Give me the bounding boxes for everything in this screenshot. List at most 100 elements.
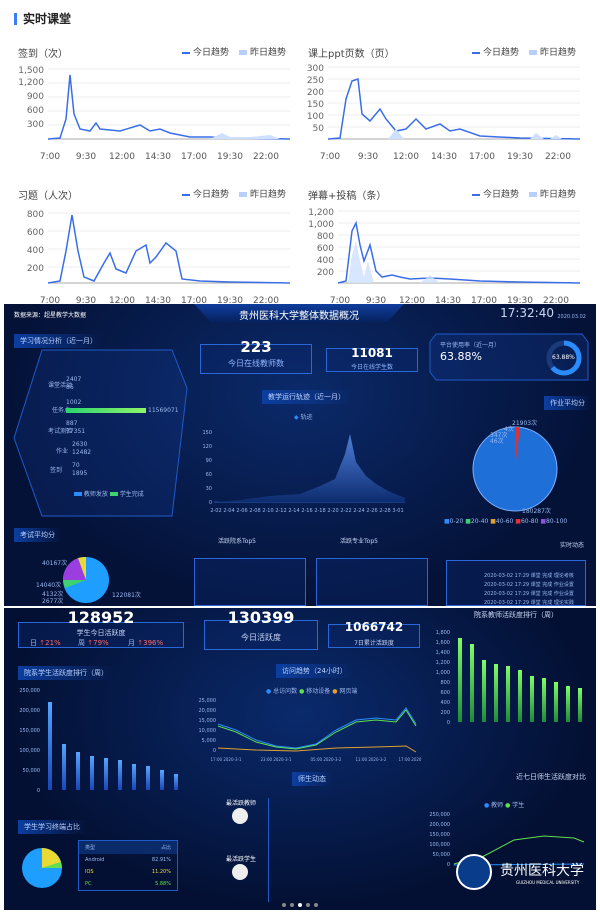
legend-today[interactable]: 今日趋势 — [471, 187, 519, 200]
teacher-rank-chart: 1,800 1,600 1,400 1,200 1,000 800 600 400 200 0 — [436, 630, 582, 726]
student-active-label: 学生今日活跃度 — [76, 629, 126, 637]
seven-day-card — [328, 624, 420, 648]
homework-legend: ■0-20 ■20-40 ■40-60 ■60-80 ■80-100 — [444, 518, 568, 525]
xtick: 19:30 — [217, 296, 243, 306]
xtick: 14:30 — [145, 152, 171, 162]
learn-panel-frame — [13, 349, 188, 517]
homework-label: 4次 — [504, 426, 514, 433]
realtime-item: 2020-03-02 17:29 课堂 完成 作业设置 — [484, 591, 574, 597]
legend-today[interactable]: 今日趋势 — [181, 45, 229, 58]
xtick: 22:00 — [253, 296, 279, 306]
exam-label: 14040次 — [36, 582, 62, 589]
signin-plot: 1,500 1,200 900 600 300 7:00 9:30 12:00 14:30 17… — [18, 66, 291, 162]
learn-value: 1895 — [72, 470, 88, 477]
ytick: 800 — [27, 210, 44, 220]
ytick: 50 — [313, 124, 325, 134]
svg-text:05:00 2020-3-2: 05:00 2020-3-2 — [311, 757, 342, 762]
xtick: 17:00 — [469, 152, 495, 162]
svg-text:0: 0 — [213, 748, 216, 754]
legend-today[interactable]: 今日趋势 — [471, 45, 519, 58]
student-avatar — [232, 864, 248, 880]
ppt-plot: 300 250 200 150 100 50 7:00 9:30 12:00 14:30 17:0… — [307, 64, 581, 162]
online-students-card — [326, 348, 418, 372]
learn-value: 86 — [66, 384, 74, 391]
svg-text:17:00 2020: 17:00 2020 — [399, 757, 422, 762]
svg-text:200: 200 — [440, 710, 450, 716]
homework-pie — [472, 426, 558, 512]
ytick: 200 — [307, 88, 324, 98]
svg-text:2-04: 2-04 — [223, 508, 234, 514]
svg-text:25,000: 25,000 — [199, 698, 217, 704]
legend-yesterday[interactable]: 昨日趋势 — [238, 45, 286, 58]
trend-legend: ● 总访问数 ● 移动设备 ● 网页端 — [266, 688, 358, 695]
dashboard-header — [194, 304, 404, 322]
xtick: 17:00 — [181, 296, 207, 306]
week-compare-title: 近七日师生活跃度对比 — [516, 773, 586, 781]
legend-yesterday[interactable]: 昨日趋势 — [528, 45, 576, 58]
exercise-plot: 800 600 400 200 7:00 9:30 12:00 14:30 17:00 19:3… — [27, 210, 291, 306]
xtick: 7:00 — [320, 152, 340, 162]
title-bar — [14, 12, 17, 25]
device-pie — [22, 848, 62, 888]
learn-row-label: 考试测验 — [48, 428, 73, 435]
dynamics-title: 师生动态 — [292, 772, 332, 786]
section-title: 实时课堂 — [14, 10, 71, 27]
carousel-dots[interactable] — [282, 903, 318, 907]
svg-text:2-02: 2-02 — [210, 508, 221, 514]
today-active-card — [204, 620, 318, 650]
top-student-label: 最活跃学生 — [226, 856, 257, 863]
trend-chart: 25,000 20,000 15,000 10,000 5,000 0 17:00 202… — [199, 698, 422, 762]
xtick: 22:00 — [543, 296, 569, 306]
svg-text:250,000: 250,000 — [19, 688, 40, 694]
svg-text:2-08: 2-08 — [249, 508, 260, 514]
chart-title: 签到（次） — [18, 49, 68, 60]
exam-label: 122081次 — [112, 592, 141, 599]
ytick: 600 — [27, 228, 44, 238]
xtick: 9:30 — [76, 152, 96, 162]
trajectory-title: 教学运行轨迹（近一月） — [262, 390, 351, 404]
homework-label: 347次 — [490, 432, 508, 439]
chart-legend: 今日趋势 昨日趋势 — [181, 187, 286, 200]
svg-text:30: 30 — [206, 486, 212, 492]
xtick: 19:30 — [507, 152, 533, 162]
ytick: 800 — [317, 232, 334, 242]
activity-dashboard: 128952 学生今日活跃度 日 ↑21% 周 ↑79% 月 ↑396% 130… — [4, 608, 596, 910]
svg-text:400: 400 — [440, 700, 450, 706]
trajectory-legend: ◆ 轨迹 — [294, 414, 313, 421]
xtick: 19:30 — [507, 296, 533, 306]
legend-yesterday[interactable]: 昨日趋势 — [528, 187, 576, 200]
learn-row-label: 作业 — [56, 448, 69, 455]
svg-text:50,000: 50,000 — [433, 852, 451, 858]
svg-text:150,000: 150,000 — [429, 832, 450, 838]
xtick: 17:00 — [471, 296, 497, 306]
xtick: 22:00 — [253, 152, 279, 162]
realtime-item: 2020-03-02 17:29 课堂 完成 理论实践 — [484, 600, 574, 606]
svg-text:800: 800 — [440, 680, 450, 686]
xtick: 22:00 — [545, 152, 571, 162]
svg-text:2-18: 2-18 — [314, 508, 325, 514]
usage-donut — [546, 340, 582, 376]
exam-label: 2677次 — [42, 598, 64, 605]
xtick: 19:30 — [217, 152, 243, 162]
month-change: 月 ↑396% — [128, 639, 164, 647]
svg-text:250,000: 250,000 — [429, 812, 450, 818]
svg-text:11:00 2020-3-2: 11:00 2020-3-2 — [356, 757, 387, 762]
signin-chart: 签到（次） 今日趋势 昨日趋势 1,500 1,200 900 600 300 7:00 9… — [10, 45, 300, 180]
xtick: 17:00 — [181, 152, 207, 162]
legend-today[interactable]: 今日趋势 — [181, 187, 229, 200]
svg-text:10,000: 10,000 — [199, 728, 217, 734]
legend-yesterday[interactable]: 昨日趋势 — [238, 187, 286, 200]
learn-row-label: 任务点 — [52, 407, 71, 414]
top5-dept-title: 活跃院系Top5 — [218, 538, 256, 545]
svg-text:2-24: 2-24 — [353, 508, 364, 514]
date: 2020.03.02 — [557, 314, 586, 320]
svg-text:200,000: 200,000 — [19, 708, 40, 714]
homework-label: 180287次 — [522, 508, 551, 515]
svg-text:50,000: 50,000 — [23, 768, 41, 774]
realtime-item: 2020-03-02 17:29 课堂 完成 作业设置 — [484, 582, 574, 588]
ytick: 300 — [27, 120, 44, 130]
svg-text:1,200: 1,200 — [436, 660, 450, 666]
xtick: 9:30 — [358, 152, 378, 162]
chart-legend: 今日趋势 昨日趋势 — [181, 45, 286, 58]
teacher-avatar — [232, 808, 248, 824]
